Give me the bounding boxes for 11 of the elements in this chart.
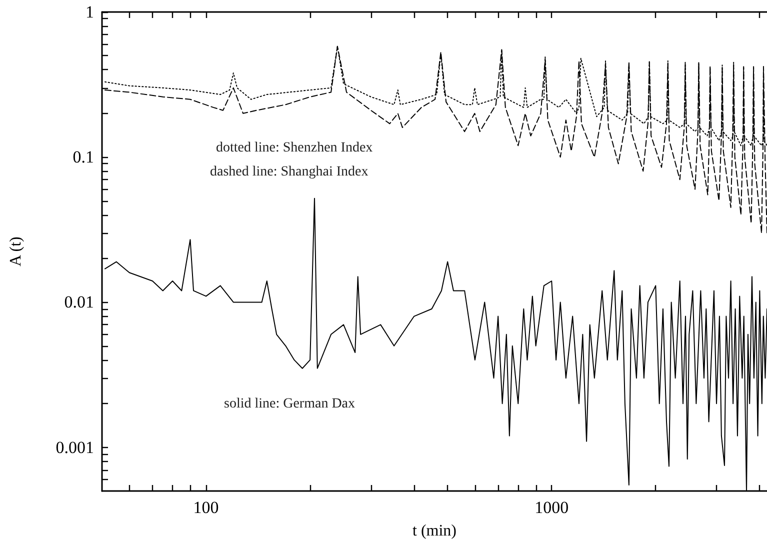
y-tick-label: 0.001 [56, 438, 94, 457]
y-tick-label: 0.01 [64, 292, 94, 312]
x-axis-title: t (min) [412, 522, 456, 540]
annotation: solid line: German Dax [224, 396, 356, 412]
x-tick-label: 1000 [534, 498, 569, 517]
x-tick-label: 100 [193, 498, 219, 517]
y-axis-title: A (t) [8, 236, 24, 266]
y-tick-label: 1 [86, 2, 94, 22]
annotation: dashed line: Shanghai Index [210, 164, 368, 180]
y-tick-label: 0.1 [72, 148, 94, 167]
annotation: dotted line: Shenzhen Index [216, 140, 373, 156]
